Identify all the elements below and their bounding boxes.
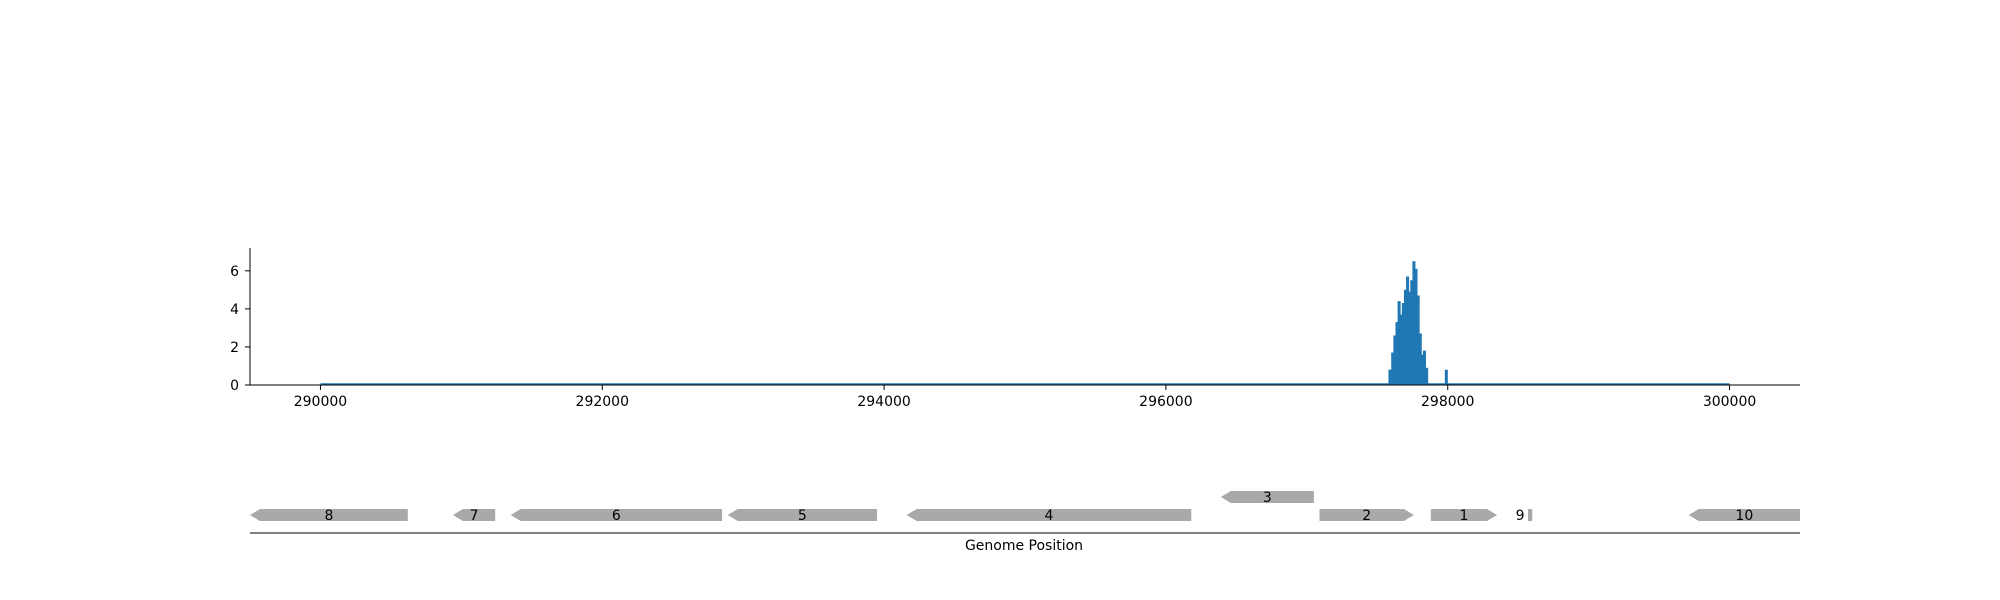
gene-label: 1 — [1459, 508, 1468, 524]
gene-label: 4 — [1044, 508, 1053, 524]
gene-arrow — [1528, 509, 1533, 521]
gene-label: 2 — [1362, 508, 1371, 524]
gene-arrow — [452, 509, 496, 521]
gene-label: 10 — [1735, 508, 1753, 524]
gene-label: 7 — [470, 508, 479, 524]
gene-arrow — [906, 509, 1192, 521]
gene-label: 8 — [324, 508, 333, 524]
coverage-plot: 0 2 4 6 290000 292000 294000 296000 298000 300000 — [230, 248, 1800, 410]
gene-label: 6 — [612, 508, 621, 524]
x-tick-label: 292000 — [576, 394, 629, 410]
gene-arrow — [1319, 509, 1414, 521]
y-tick-label: 4 — [230, 302, 239, 318]
coverage-bar — [1444, 369, 1448, 385]
gene-label: 9 — [1516, 508, 1525, 524]
y-tick-label: 6 — [230, 264, 239, 280]
x-tick-label: 290000 — [294, 394, 347, 410]
x-axis-title: Genome Position — [965, 538, 1083, 554]
x-tick-label: 296000 — [1139, 394, 1192, 410]
x-tick-label: 298000 — [1421, 394, 1474, 410]
gene-arrow — [1220, 491, 1314, 503]
x-tick-label: 294000 — [857, 394, 910, 410]
y-tick-label: 2 — [230, 340, 239, 356]
gene-label: 3 — [1263, 490, 1272, 506]
y-tick-label: 0 — [230, 378, 239, 394]
x-tick-label: 300000 — [1703, 394, 1756, 410]
gene-arrow — [510, 509, 723, 521]
gene-label: 5 — [798, 508, 807, 524]
gene-arrow — [250, 509, 408, 521]
gene-arrow — [1430, 509, 1498, 521]
coverage-peak-area — [1388, 261, 1429, 385]
gene-arrow — [727, 509, 878, 521]
gene-arrow — [1688, 509, 1800, 521]
gene-track: 8 7 6 5 4 3 2 1 9 10 Genome Position — [250, 490, 1800, 554]
